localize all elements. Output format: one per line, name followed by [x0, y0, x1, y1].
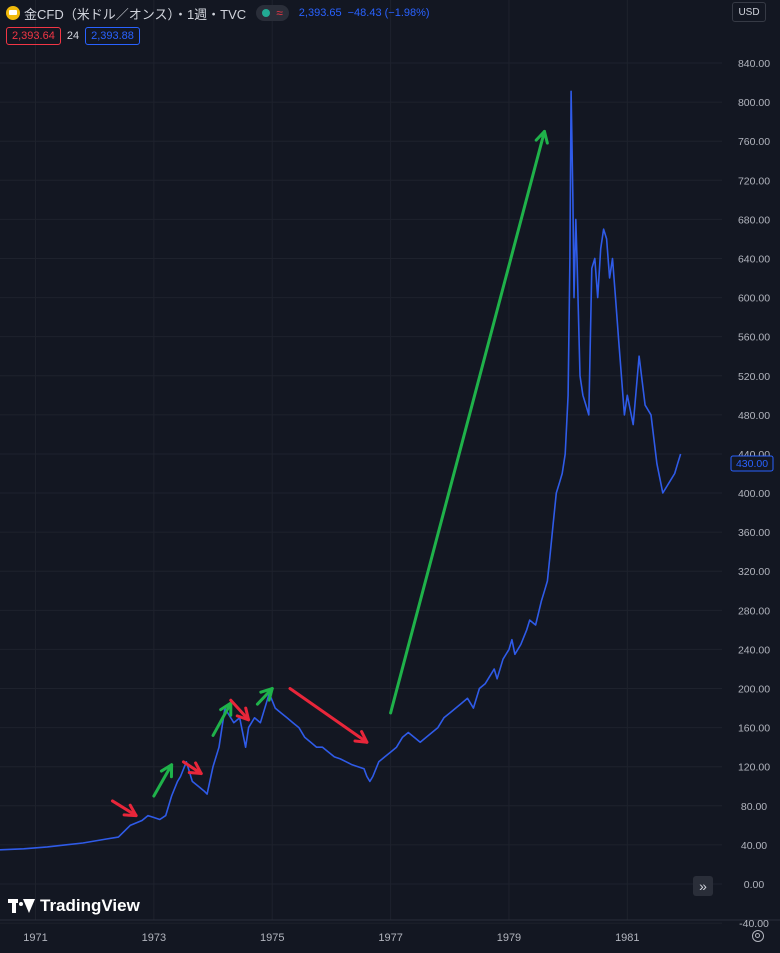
x-tick-label: 1973	[142, 932, 166, 944]
red-down-arrow[interactable]	[229, 698, 251, 722]
y-tick-label: -40.00	[739, 918, 769, 930]
y-tick-label: 840.00	[738, 58, 770, 70]
price-axis[interactable]: -40.00 0.00 40.00 80.00 120.00 160.00 200.00 24…	[738, 58, 770, 930]
y-tick-label: 40.00	[741, 840, 767, 852]
gold-symbol-icon	[6, 6, 20, 20]
y-tick-label: 720.00	[738, 175, 770, 187]
y-tick-label: 360.00	[738, 527, 770, 539]
approx-icon: ≈	[276, 6, 283, 20]
current-price: 2,393.65	[298, 7, 342, 19]
green-up-arrow[interactable]	[389, 129, 549, 715]
y-tick-label: 520.00	[738, 371, 770, 383]
y-tick-label: 80.00	[741, 801, 767, 813]
red-down-arrow[interactable]	[288, 687, 369, 744]
green-up-arrow[interactable]	[152, 763, 174, 798]
y-tick-label: 240.00	[738, 644, 770, 656]
symbol-title[interactable]: 金CFD（米ドル／オンス）・1週・TVC	[24, 6, 247, 22]
y-tick-label: 800.00	[738, 97, 770, 109]
last-price-value: 430.00	[736, 458, 768, 470]
y-tick-label: 680.00	[738, 214, 770, 226]
y-tick-label: 760.00	[738, 136, 770, 148]
tradingview-logo[interactable]: TradingView	[8, 896, 140, 916]
x-tick-label: 1981	[615, 932, 639, 944]
buy-price-button[interactable]: 2,393.88	[85, 27, 140, 45]
y-tick-label: 160.00	[738, 723, 770, 735]
spread-value: 24	[66, 30, 80, 42]
currency-selector[interactable]: USD	[732, 2, 766, 22]
green-up-arrow[interactable]	[255, 687, 274, 706]
green-up-arrow[interactable]	[211, 701, 233, 737]
time-axis[interactable]: 1971 1973 1975 1977 1979 1981	[23, 932, 639, 944]
chart-grid	[0, 0, 722, 924]
x-tick-label: 1977	[378, 932, 402, 944]
y-tick-label: 600.00	[738, 293, 770, 305]
y-tick-label: 200.00	[738, 684, 770, 696]
red-down-arrow[interactable]	[181, 760, 203, 776]
logo-text: TradingView	[40, 896, 140, 915]
y-tick-label: 0.00	[744, 879, 765, 891]
gold-price-line	[0, 90, 682, 851]
market-open-icon	[262, 9, 271, 17]
tradingview-logo-icon	[8, 896, 36, 916]
last-price-label: 430.00	[730, 455, 774, 472]
annotation-arrows	[110, 129, 549, 818]
settings-gear-icon[interactable]	[752, 930, 764, 942]
y-tick-label: 400.00	[738, 488, 770, 500]
y-tick-label: 280.00	[738, 605, 770, 617]
sell-price-button[interactable]: 2,393.64	[6, 27, 61, 45]
y-tick-label: 480.00	[738, 410, 770, 422]
quote-panel: 2,393.64 24 2,393.88	[6, 27, 140, 45]
x-tick-label: 1975	[260, 932, 284, 944]
y-tick-label: 120.00	[738, 762, 770, 774]
red-down-arrow[interactable]	[110, 799, 138, 818]
x-tick-label: 1979	[497, 932, 521, 944]
y-tick-label: 320.00	[738, 566, 770, 578]
scroll-to-realtime-button[interactable]: »	[693, 876, 713, 896]
price-change: −48.43 (−1.98%)	[347, 7, 430, 19]
y-tick-label: 560.00	[738, 332, 770, 344]
market-status[interactable]: ≈	[256, 5, 289, 21]
x-tick-label: 1971	[23, 932, 47, 944]
symbol-header: 金CFD（米ドル／オンス）・1週・TVC ≈ 2,393.65 −48.43 (…	[6, 4, 430, 22]
double-chevron-right-icon: »	[699, 878, 707, 894]
y-tick-label: 640.00	[738, 253, 770, 265]
